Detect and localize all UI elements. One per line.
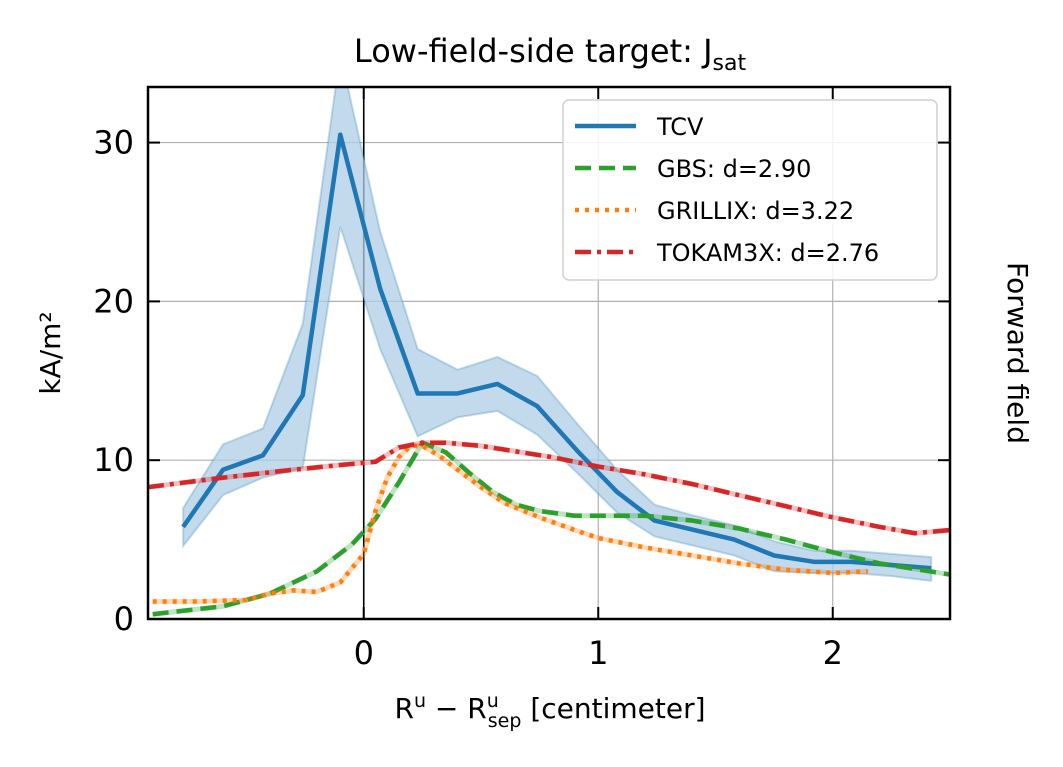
x-tick-label: 0	[354, 634, 374, 672]
forward-field-label: Forward field	[1001, 262, 1034, 444]
x-axis-label-sup1: u	[414, 690, 426, 712]
x-axis-label-minus: − R	[426, 692, 487, 725]
y-tick-label: 30	[93, 124, 134, 162]
x-tick-label: 2	[823, 634, 843, 672]
y-tick-label: 0	[114, 600, 134, 638]
chart-title-main: Low-field-side target: J	[354, 32, 713, 70]
legend-label-gbs: GBS: d=2.90	[657, 155, 811, 183]
legend: TCV GBS: d=2.90 GRILLIX: d=3.22 TOKAM3X: d=…	[563, 100, 937, 280]
x-axis-label-base: R	[394, 692, 413, 725]
x-axis-label-rest: [centimeter]	[521, 692, 705, 725]
legend-label-tcv: TCV	[656, 113, 704, 141]
chart-title-subscript: sat	[713, 51, 747, 76]
y-tick-label: 10	[93, 441, 134, 479]
legend-label-tokam3x: TOKAM3X: d=2.76	[656, 239, 879, 267]
chart-title: Low-field-side target: Jsat	[354, 32, 747, 76]
x-axis-label-sub2: sep	[488, 710, 522, 732]
legend-label-grillix: GRILLIX: d=3.22	[657, 197, 854, 225]
x-axis-label-sup2: u	[487, 690, 499, 712]
y-tick-label: 20	[93, 282, 134, 320]
x-tick-label: 1	[588, 634, 608, 672]
y-axis-label: kA/m²	[34, 311, 67, 394]
x-axis-label: Ru − Ru sep [centimeter]	[394, 690, 705, 732]
